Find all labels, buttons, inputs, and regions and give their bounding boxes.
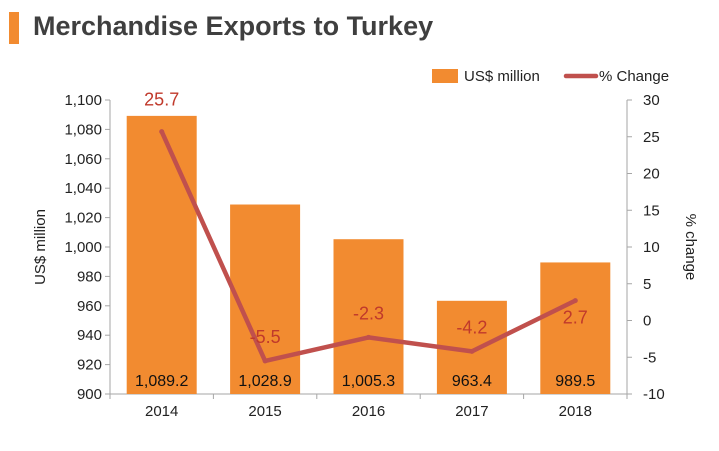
bar-value-label: 1,005.3 [342,373,395,390]
x-axis-tick-label: 2014 [145,403,178,420]
x-axis-tick-label: 2015 [248,403,281,420]
legend-swatch-bar [432,69,458,83]
bar [333,239,404,394]
left-axis-tick-label: 920 [77,357,102,374]
bar [540,262,611,394]
left-axis-tick-label: 900 [77,386,102,403]
x-axis-tick-label: 2018 [559,403,592,420]
right-axis-tick-label: 15 [643,202,660,219]
right-axis-tick-label: -10 [643,386,665,403]
x-axis-tick-label: 2016 [352,403,385,420]
line-value-label: 2.7 [563,308,588,328]
line-point [572,298,578,304]
left-axis-tick-label: 1,080 [64,121,102,138]
right-axis-tick-label: 5 [643,276,651,293]
right-axis-tick-label: 20 [643,166,660,183]
left-axis-tick-label: 1,020 [64,210,102,227]
left-axis-tick-label: 940 [77,327,102,344]
right-axis-tick-label: -5 [643,349,656,366]
left-axis-tick-label: 1,100 [64,92,102,109]
bar [230,204,301,394]
line-point [366,334,371,340]
left-axis-tick-label: 1,040 [64,180,102,197]
line-point [469,348,475,354]
legend-label-line: % Change [599,68,669,85]
x-axis-tick-label: 2017 [455,403,488,420]
title-accent-bar [9,12,19,44]
legend-label-bar: US$ million [464,68,540,85]
left-axis-tick-label: 1,060 [64,151,102,168]
line-value-label: -5.5 [250,327,281,347]
left-axis-tick-label: 960 [77,298,102,315]
left-axis-tick-label: 1,000 [64,239,102,256]
left-axis-title: US$ million [32,209,49,285]
line-value-label: -4.2 [456,317,487,337]
right-axis-tick-label: 10 [643,239,660,256]
bar [126,115,197,394]
bar-value-label: 1,089.2 [135,373,188,390]
line-value-label: 25.7 [144,90,179,110]
right-axis-title: % change [682,214,699,281]
line-value-label: -2.3 [353,303,384,323]
left-axis-tick-label: 980 [77,268,102,285]
bar-value-label: 1,028.9 [238,373,291,390]
chart-title: Merchandise Exports to Turkey [33,11,434,41]
bar-value-label: 989.5 [555,373,595,390]
line-point [262,358,268,364]
bar-value-label: 963.4 [452,373,492,390]
right-axis-tick-label: 30 [643,92,660,109]
line-point [159,129,165,135]
right-axis-tick-label: 0 [643,313,651,330]
right-axis-tick-label: 25 [643,129,660,146]
